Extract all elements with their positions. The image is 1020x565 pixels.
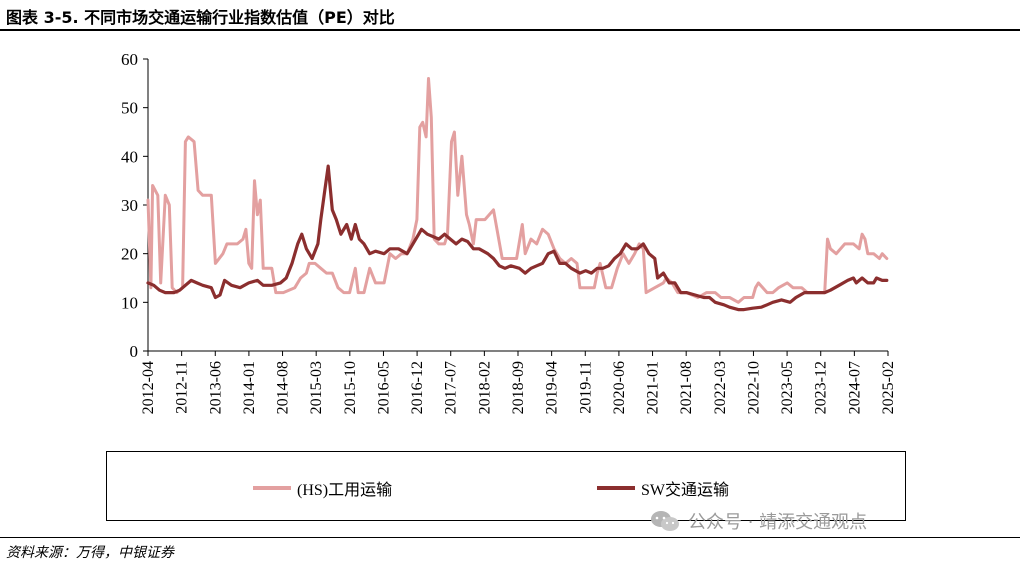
- x-tick-label: 2024-07: [846, 361, 863, 414]
- wechat-icon: [651, 511, 679, 531]
- x-tick-label: 2025-02: [880, 361, 897, 414]
- y-tick-label: 40: [121, 147, 138, 166]
- x-tick-label: 2018-09: [510, 361, 527, 414]
- x-tick-label: 2019-04: [544, 361, 561, 414]
- legend-swatch-sw: [597, 486, 635, 490]
- x-tick-label: 2018-02: [476, 361, 493, 414]
- x-tick-label: 2015-03: [308, 361, 325, 414]
- footer-divider: [0, 537, 1020, 538]
- x-tick-label: 2022-10: [745, 361, 762, 414]
- legend-item-hs: (HS)工用运输: [253, 476, 392, 500]
- x-tick-label: 2013-06: [207, 361, 224, 414]
- x-tick-label: 2016-05: [375, 361, 392, 414]
- legend-swatch-hs: [253, 486, 291, 490]
- y-tick-label: 50: [121, 99, 138, 118]
- chart-axes: 0 10 20 30 40 50 60 2012-04 2012-11 2013-06 2014-0…: [121, 50, 897, 414]
- x-tick-label: 2017-07: [443, 361, 460, 414]
- watermark: 公众号 · 靖添交通观点: [650, 508, 867, 534]
- source-note: 资料来源：万得，中银证券: [6, 545, 174, 561]
- watermark-text: 公众号 · 靖添交通观点: [688, 512, 868, 533]
- x-tick-label: 2016-12: [409, 361, 426, 414]
- chart-legend: (HS)工用运输 SW交通运输: [106, 451, 906, 521]
- pe-line-chart: 0 10 20 30 40 50 60 2012-04 2012-11 2013-06 2014-0…: [121, 50, 897, 414]
- legend-label-sw: SW交通运输: [641, 482, 730, 499]
- y-tick-label: 20: [121, 245, 138, 264]
- legend-item-sw: SW交通运输: [597, 476, 729, 500]
- y-tick-label: 30: [121, 196, 138, 215]
- x-tick-label: 2023-12: [813, 361, 830, 414]
- title-divider: [0, 29, 1020, 31]
- x-tick-label: 2022-03: [712, 361, 729, 414]
- x-tick-label: 2014-08: [275, 361, 292, 414]
- series-line-sw: [146, 164, 889, 312]
- x-tick-label: 2012-04: [140, 361, 157, 414]
- x-tick-label: 2014-01: [241, 361, 258, 414]
- legend-label-hs: (HS)工用运输: [297, 482, 393, 499]
- y-tick-label: 60: [121, 50, 138, 69]
- x-tick-label: 2020-06: [611, 361, 628, 414]
- y-tick-label: 10: [121, 293, 138, 312]
- y-tick-label: 0: [130, 342, 139, 361]
- series-layer: [146, 77, 889, 312]
- x-tick-label: 2023-05: [779, 361, 796, 414]
- series-line-hs: [146, 77, 889, 304]
- x-tick-label: 2021-08: [678, 361, 695, 414]
- x-tick-label: 2015-10: [342, 361, 359, 414]
- page-title: 图表 3-5. 不同市场交通运输行业指数估值（PE）对比: [6, 8, 395, 27]
- x-tick-label: 2019-11: [577, 361, 594, 414]
- x-tick-label: 2021-01: [645, 361, 662, 414]
- x-tick-label: 2012-11: [174, 361, 191, 414]
